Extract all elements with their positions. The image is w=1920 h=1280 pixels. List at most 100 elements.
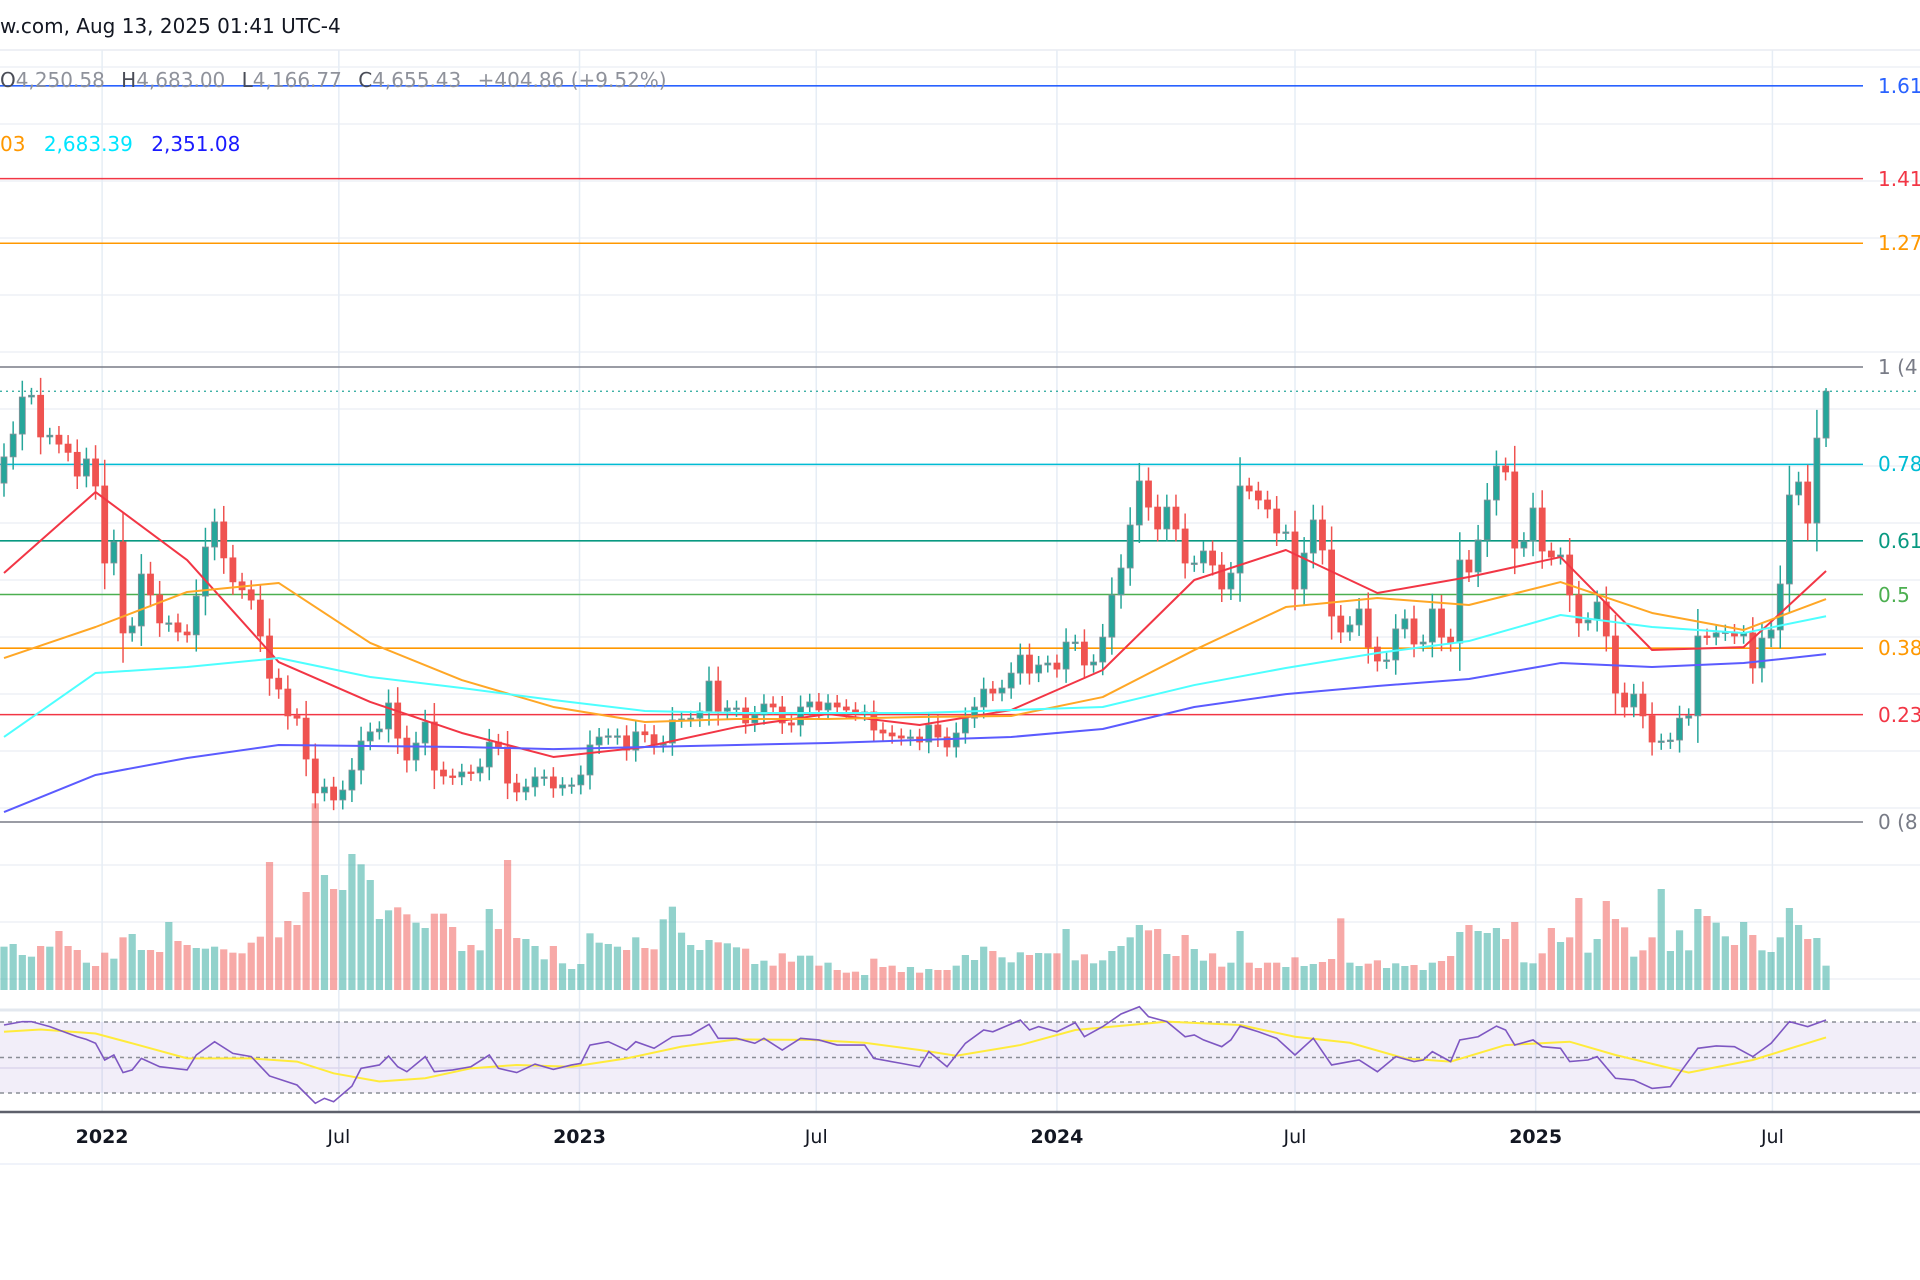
moving-average-line-3: [3, 614, 1827, 738]
volume-bar: [980, 946, 988, 990]
volume-bar: [677, 932, 686, 990]
volume-bar: [623, 950, 631, 990]
volume-bar: [503, 860, 512, 990]
candle: [55, 434, 63, 445]
volume-bar: [1126, 937, 1134, 990]
volume-bar: [1392, 963, 1400, 990]
candle: [815, 701, 823, 711]
candle: [1364, 608, 1372, 648]
fib-label: 0.61: [1878, 528, 1920, 553]
candle: [128, 625, 136, 634]
volume-bar: [119, 937, 127, 990]
volume-bar: [668, 906, 676, 990]
candle: [1135, 480, 1143, 526]
volume-bar: [568, 969, 576, 990]
candle: [1392, 628, 1400, 661]
candle: [1236, 485, 1244, 574]
moving-average-line-1: [3, 491, 1827, 758]
fib-label: 0.38: [1878, 636, 1920, 661]
candle: [1016, 654, 1024, 674]
candle: [275, 677, 283, 690]
candle: [1300, 552, 1308, 590]
volume-bar: [1318, 962, 1327, 990]
candle: [1383, 659, 1390, 662]
candle: [1053, 662, 1061, 670]
volume-bar: [861, 975, 869, 990]
volume-bar: [760, 960, 768, 990]
candle: [1071, 641, 1079, 644]
candle: [1648, 715, 1656, 743]
candle: [604, 735, 612, 738]
candle: [760, 703, 768, 716]
x-tick-label: Jul: [804, 1126, 828, 1148]
volume-bar: [714, 942, 722, 990]
fib-label: 1 (4: [1878, 355, 1918, 379]
volume-bar: [439, 913, 448, 990]
x-tick-label: Jul: [1760, 1126, 1784, 1148]
volume-bar: [1337, 918, 1345, 990]
volume-bar: [1355, 966, 1363, 990]
candle: [1337, 615, 1345, 633]
candle: [101, 485, 109, 564]
volume-bar: [1053, 953, 1061, 990]
volume-bar: [91, 966, 100, 990]
volume-bar: [1236, 931, 1244, 990]
candle: [440, 769, 447, 777]
candle: [311, 758, 319, 794]
volume-bar: [37, 946, 45, 990]
volume-bar: [247, 942, 255, 990]
volume-bar: [1300, 966, 1308, 990]
volume-bar: [1044, 953, 1052, 990]
volume-bar: [485, 909, 493, 990]
volume-bar: [1712, 922, 1720, 990]
candle: [595, 736, 603, 746]
volume-bar: [952, 965, 960, 990]
volume-bar: [494, 929, 503, 990]
candle: [1584, 619, 1592, 624]
candle: [1410, 618, 1418, 645]
candle: [961, 717, 969, 734]
volume-bar: [55, 931, 63, 990]
candle: [1621, 692, 1629, 708]
rsi-ma-line: [3, 1020, 1827, 1083]
volume-bar: [1428, 962, 1436, 990]
high-label: H: [121, 68, 137, 92]
ma-value-orange: 03: [0, 132, 26, 156]
candle: [1081, 641, 1088, 666]
volume-bar: [1419, 970, 1427, 990]
candle: [110, 541, 118, 564]
volume-bar: [1172, 956, 1180, 990]
candle: [403, 737, 411, 761]
volume-bar: [1364, 963, 1372, 990]
candle: [1593, 601, 1601, 621]
candle: [339, 789, 347, 801]
volume-bar: [696, 950, 704, 990]
volume-bar: [1099, 960, 1107, 990]
volume-bar: [339, 890, 347, 990]
candle: [1538, 507, 1546, 552]
volume-bar: [1025, 955, 1034, 990]
candle: [870, 711, 878, 731]
volume-bar: [851, 971, 860, 990]
candle: [1502, 465, 1509, 473]
volume-bar: [284, 921, 292, 990]
volume-bar: [375, 919, 383, 990]
candle: [733, 707, 740, 710]
candle: [696, 710, 704, 719]
candle: [788, 722, 795, 726]
volume-bar: [348, 854, 356, 990]
volume-bar: [1621, 927, 1629, 990]
candle: [1209, 550, 1216, 566]
volume-bar: [1666, 951, 1674, 990]
candle: [421, 721, 429, 744]
volume-bar: [1822, 965, 1830, 990]
volume-bar: [1218, 966, 1226, 990]
volume-bar: [925, 969, 933, 990]
candle: [549, 776, 557, 789]
candle: [1090, 661, 1097, 666]
candle: [952, 732, 960, 748]
volume-bar: [192, 948, 200, 990]
candle: [1227, 572, 1235, 590]
volume-bar: [330, 889, 338, 990]
